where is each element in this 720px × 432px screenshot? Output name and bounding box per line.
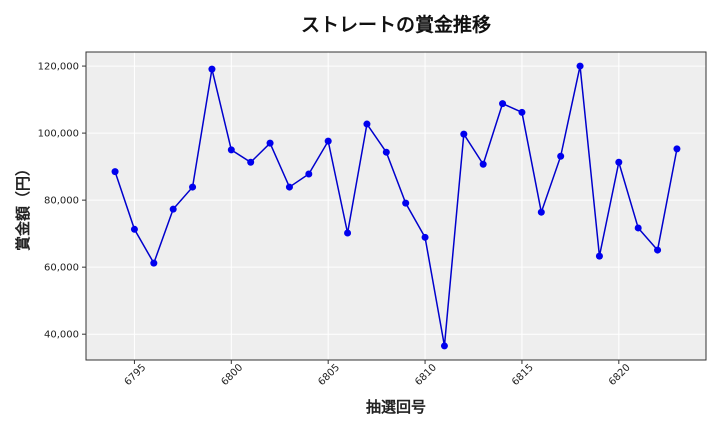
data-point: [421, 233, 429, 241]
y-tick-label: 60,000: [44, 263, 79, 274]
data-point: [537, 208, 545, 216]
x-tick-label: 6815: [510, 362, 536, 388]
data-point: [247, 158, 255, 166]
plot-area: [86, 52, 706, 360]
x-tick-label: 6820: [607, 362, 633, 388]
data-point: [285, 183, 293, 191]
grid: [86, 52, 706, 360]
data-point: [440, 342, 448, 350]
data-point: [460, 130, 468, 138]
data-point: [615, 158, 623, 166]
data-point: [150, 259, 158, 267]
y-tick-label: 100,000: [38, 129, 79, 140]
data-point: [189, 183, 197, 191]
data-point: [111, 168, 119, 176]
data-point: [324, 137, 332, 145]
data-point: [169, 205, 177, 213]
data-point: [227, 146, 235, 154]
data-point: [479, 160, 487, 168]
data-point: [363, 120, 371, 128]
data-point: [518, 108, 526, 116]
data-point: [344, 229, 352, 237]
data-point: [266, 139, 274, 147]
data-point: [208, 65, 216, 73]
data-point: [576, 62, 584, 70]
series-line: [114, 65, 678, 347]
x-tick-label: 6810: [413, 362, 439, 388]
data-point: [595, 252, 603, 260]
y-tick-label: 40,000: [44, 330, 79, 341]
x-tick-label: 6800: [219, 362, 245, 388]
data-point: [634, 224, 642, 232]
data-point: [402, 199, 410, 207]
plot-frame: [85, 51, 707, 361]
y-axis-ticks: 40,000 60,000 80,000 100,000 120,000: [38, 62, 86, 341]
x-axis-ticks: 6795 6800 6805 6810 6815 6820: [123, 360, 633, 388]
x-axis-label: 抽選回号: [366, 398, 426, 416]
data-point: [305, 170, 313, 178]
series-points: [111, 62, 681, 350]
x-tick-label: 6805: [316, 362, 342, 388]
data-point: [673, 145, 681, 153]
data-point: [499, 100, 507, 108]
data-point: [557, 152, 565, 160]
chart-title: ストレートの賞金推移: [301, 13, 491, 36]
data-point: [382, 148, 390, 156]
y-tick-label: 120,000: [38, 62, 79, 73]
y-axis-label: 賞金額（円）: [14, 161, 32, 251]
x-tick-label: 6795: [123, 362, 149, 388]
data-point: [654, 246, 662, 254]
data-point: [130, 225, 138, 233]
y-tick-label: 80,000: [44, 196, 79, 207]
